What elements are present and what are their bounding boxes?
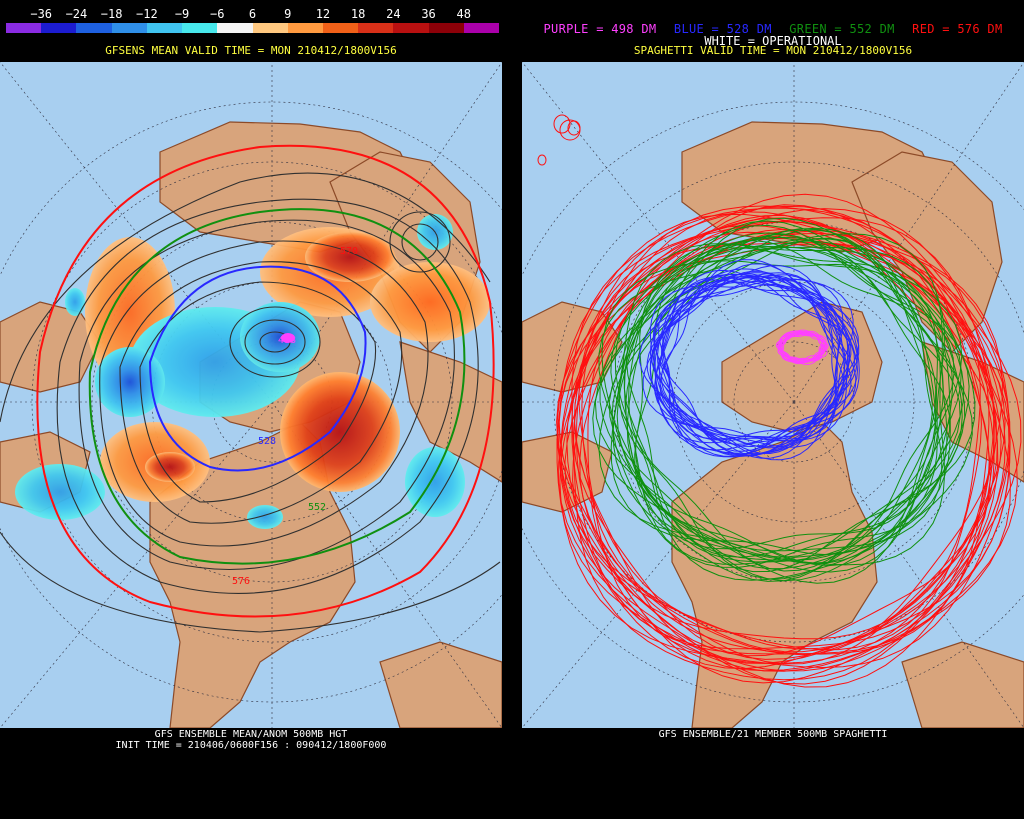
contour-label-528: 528: [258, 436, 276, 447]
colorbar-swatch: [287, 23, 323, 33]
spaghetti-member-line: [559, 207, 1018, 672]
spaghetti-member-line: [623, 229, 937, 567]
spaghetti-member-line: [625, 246, 955, 563]
spaghetti-member-line: [592, 233, 948, 582]
spaghetti-member-line: [660, 280, 840, 452]
spaghetti-panel: PURPLE = 498 DM BLUE = 528 DM GREEN = 55…: [522, 0, 1024, 819]
spaghetti-panel-title: SPAGHETTI VALID TIME = MON 210412/1800V1…: [633, 44, 913, 57]
spaghetti-528-contours: [639, 259, 860, 461]
spaghetti-member-line: [556, 220, 1004, 672]
colorbar-swatch: [111, 23, 147, 33]
spaghetti-member-line: [654, 263, 850, 444]
low-center-label: 498: [278, 335, 296, 346]
colorbar-tick-label: −24: [65, 7, 88, 21]
spaghetti-map: [522, 62, 1024, 728]
colorbar-swatch: [6, 23, 42, 33]
legend-operational: WHITE = OPERATIONAL: [704, 34, 842, 48]
spaghetti-member-line: [614, 224, 970, 565]
spaghetti-member-line: [598, 240, 962, 573]
mean-panel-title: GFSENS MEAN VALID TIME = MON 210412/1800…: [105, 44, 397, 57]
key-contours: [36, 144, 495, 618]
colorbar-tick-label: −9: [174, 7, 190, 21]
colorbar-tick-label: 36: [421, 7, 436, 21]
spaghetti-member-line: [616, 243, 963, 573]
spaghetti-member-line: [658, 274, 838, 455]
spaghetti-member-line: [653, 283, 852, 449]
colorbar-tick-label: 24: [386, 7, 401, 21]
colorbar-swatch: [358, 23, 394, 33]
spaghetti-member-line: [649, 279, 858, 459]
colorbar-swatch: [428, 23, 464, 33]
spaghetti-member-line: [560, 211, 1011, 670]
spaghetti-member-line: [626, 237, 933, 564]
legend-red: RED = 576 DM: [912, 22, 1003, 36]
legend-green: GREEN = 552 DM: [789, 22, 895, 36]
spaghetti-member-line: [618, 247, 938, 580]
colorbar-tick-label: −6: [210, 7, 225, 21]
spaghetti-member-line: [625, 233, 944, 550]
colorbar-swatch: [322, 23, 359, 33]
spaghetti-member-line: [649, 269, 860, 457]
ensemble-mean-panel: −36 −24 −18 −12 −9 −6 6 9 12 18 24 36 48 GFSENS MEAN…: [0, 0, 502, 819]
colorbar-tick-label: 6: [248, 7, 257, 21]
colorbar-tick-label: 12: [315, 7, 331, 21]
colorbar-swatch: [76, 23, 112, 33]
mean-panel-caption: GFS ENSEMBLE MEAN/ANOM 500MB HGT: [154, 729, 348, 740]
anomaly-colorbar: [6, 23, 500, 33]
ensemble-mean-map: 498 570 576 528 552: [0, 62, 502, 728]
spaghetti-member-line: [598, 227, 973, 565]
colorbar-tick-label: −36: [30, 7, 53, 21]
colorbar-swatch: [463, 23, 500, 33]
colorbar-tick-label: 9: [284, 7, 292, 21]
spaghetti-member-line: [579, 231, 995, 657]
colorbar-tick-label: −18: [100, 7, 123, 21]
legend-purple: PURPLE = 498 DM: [543, 22, 657, 36]
spaghetti-member-line: [776, 332, 827, 363]
colorbar-swatch: [41, 23, 77, 33]
spaghetti-member-line: [558, 208, 1006, 688]
contour-label-576: 576: [232, 576, 250, 587]
spaghetti-member-line: [601, 238, 965, 584]
legend-blue: BLUE = 528 DM: [673, 22, 772, 36]
colorbar-tick-label: 18: [350, 7, 366, 21]
spaghetti-member-line: [662, 276, 851, 441]
spaghetti-red-fragments: [537, 114, 581, 166]
contour-label-570: 570: [340, 246, 358, 257]
spaghetti-member-line: [556, 193, 1011, 669]
colorbar-swatch: [182, 23, 218, 33]
colorbar-tick-label: 48: [456, 7, 472, 21]
colorbar-swatch: [252, 23, 288, 33]
spaghetti-legend: PURPLE = 498 DM BLUE = 528 DM GREEN = 55…: [522, 22, 1024, 36]
spaghetti-498-contours: [775, 329, 829, 366]
spaghetti-member-line: [775, 332, 824, 362]
spaghetti-panel-caption: GFS ENSEMBLE/21 MEMBER 500MB SPAGHETTI: [658, 729, 888, 740]
spaghetti-member-line: [649, 270, 839, 448]
spaghetti-member-line: [599, 217, 946, 566]
contour-label-552: 552: [308, 502, 326, 513]
spaghetti-552-contours: [592, 217, 976, 584]
mean-panel-init-time: INIT TIME = 210406/0600F156 : 090412/180…: [115, 740, 387, 751]
spaghetti-member-line: [660, 273, 845, 445]
colorbar-swatch: [146, 23, 183, 33]
height-contours: [0, 172, 501, 633]
colorbar-tick-label: −12: [136, 7, 158, 21]
spaghetti-member-line: [571, 205, 1022, 681]
spaghetti-member-line: [662, 273, 856, 440]
landmass: [522, 121, 1024, 728]
colorbar-swatch: [217, 23, 253, 33]
colorbar-swatch: [393, 23, 429, 33]
anomaly-shading: [15, 214, 490, 529]
spaghetti-member-line: [564, 232, 991, 653]
spaghetti-member-line: [635, 245, 951, 558]
